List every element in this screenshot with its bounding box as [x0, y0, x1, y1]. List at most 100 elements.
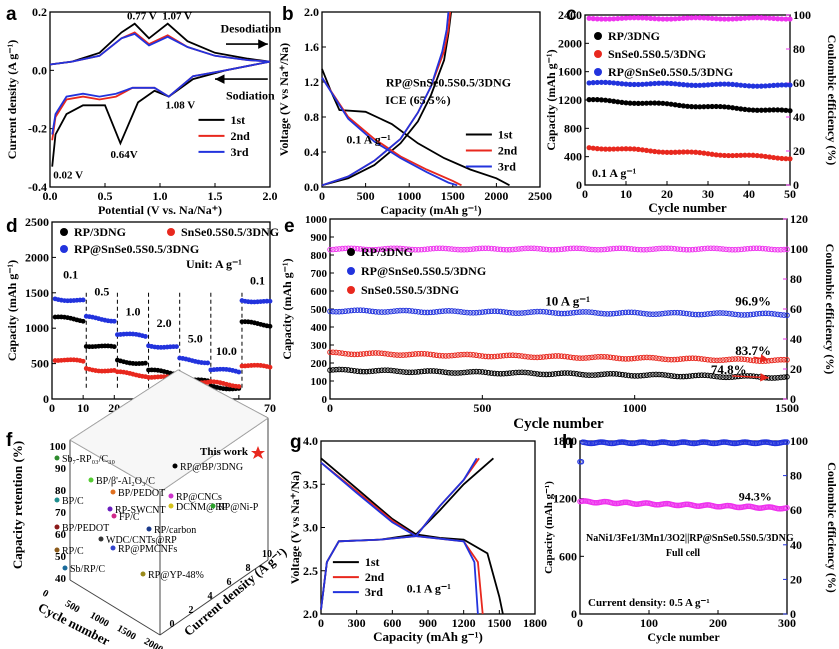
point-CE: [631, 15, 637, 21]
point-capacity: [784, 504, 790, 511]
point-CE: [442, 245, 449, 252]
point-RP@SnSe0.5S0.5/3DNG: [494, 308, 501, 315]
point-label: RP-SWCNT: [115, 505, 166, 516]
point-SnSe0.5S0.5/3DNG: [382, 350, 388, 357]
point-SnSe0.5S0.5/3DNG: [427, 351, 434, 358]
point-RP/3DNG: [615, 99, 621, 105]
point-CE: [616, 245, 623, 252]
point-CE: [672, 16, 678, 22]
point-RP/3DNG: [738, 106, 744, 112]
point-SnSe0.5S0.5/3DNG: [671, 356, 678, 363]
point-SnSe0.5S0.5/3DNG: [746, 152, 752, 158]
point-RP/3DNG: [570, 370, 577, 377]
data-point: [172, 463, 178, 469]
point-RP/3DNG: [601, 371, 608, 377]
point-RP/3DNG: [594, 97, 600, 103]
point-CE: [513, 246, 519, 253]
point-RP/3DNG: [586, 372, 592, 378]
y-tick-label: -0.4: [28, 180, 47, 194]
point-SnSe0.5S0.5/3DNG: [549, 353, 556, 359]
point-CE: [711, 245, 717, 252]
point-CE: [779, 16, 785, 22]
point-SnSe0.5S0.5/3DNG: [415, 350, 422, 357]
point-CE: [552, 246, 559, 253]
point-CE: [720, 246, 726, 252]
point-RP@SnSe0.5S0.5/3DNG: [449, 308, 455, 314]
point-RP@SnSe0.5S0.5/3DNG: [674, 309, 681, 316]
x-axis-title: Cycle number: [647, 630, 720, 644]
x-tick-label: 300: [348, 616, 366, 630]
point-RP@SnSe0.5S0.5/3DNG: [695, 311, 702, 318]
point-SnSe0.5S0.5/3DNG: [458, 351, 464, 358]
point-RP@SnSe0.5S0.5/3DNG: [684, 82, 691, 88]
point-RP/3DNG: [754, 107, 760, 113]
point-SnSe0.5S0.5/3DNG: [631, 355, 638, 362]
x-tick-label: 100: [640, 616, 658, 630]
point-CE: [664, 16, 670, 22]
current-label: Current density: 0.5 A g⁻¹: [588, 597, 710, 609]
point-SnSe0.5S0.5/3DNG: [689, 149, 695, 155]
point-CE: [573, 245, 580, 252]
y2-axis-title: Coulombic efficiency (%): [825, 35, 839, 166]
point-RP@SnSe0.5S0.5/3DNG: [615, 80, 621, 86]
point-RP@SnSe0.5S0.5/3DNG: [430, 309, 437, 315]
point-CE: [665, 245, 671, 252]
x-tick-label: 70: [264, 401, 276, 415]
point-RP@SnSe0.5S0.5/3DNG: [628, 309, 635, 316]
point-RP@SnSe0.5S0.5/3DNG: [348, 307, 355, 314]
point-CE: [400, 245, 406, 252]
y-tick-label: 2.0: [304, 5, 319, 19]
point-RP/3DNG: [427, 368, 434, 374]
point-CE: [601, 246, 608, 253]
x-tick-label: 1.0: [153, 189, 168, 203]
point-CE: [564, 245, 571, 252]
point-RP/3DNG: [452, 370, 458, 376]
point-SnSe0.5S0.5/3DNG: [598, 353, 604, 360]
y-tick-label: 8: [246, 563, 251, 574]
point-RP/3DNG: [552, 371, 559, 377]
point-SnSe0.5S0.5/3DNG: [442, 353, 449, 359]
point-RP@SnSe0.5S0.5/3DNG: [406, 307, 413, 314]
point-RP@SnSe0.5S0.5/3DNG: [330, 308, 336, 315]
y2-tick-label: 40: [790, 332, 802, 346]
point-RP/3DNG: [628, 372, 635, 379]
point-RP@SnSe0.5S0.5/3DNG: [781, 312, 787, 318]
point-CE: [677, 246, 684, 253]
current-label: 0.1 A g⁻¹: [407, 581, 452, 595]
y-tick-label: 1600: [558, 65, 582, 79]
point-SnSe0.5S0.5/3DNG: [695, 355, 702, 362]
point-SnSe0.5S0.5/3DNG: [680, 355, 687, 362]
point-SnSe0.5S0.5/3DNG: [485, 353, 492, 360]
point-RP@SnSe0.5S0.5/3DNG: [372, 308, 379, 315]
point-RP@SnSe0.5S0.5/3DNG: [613, 310, 620, 317]
point-CE: [467, 246, 473, 253]
point-CE: [516, 246, 522, 252]
point-SnSe0.5S0.5/3DNG: [677, 356, 684, 362]
point-SnSe0.5S0.5/3DNG: [652, 148, 658, 155]
point-CE: [525, 245, 531, 252]
point-RP@SnSe0.5S0.5/3DNG: [747, 311, 754, 318]
panel-letter: b: [282, 4, 294, 25]
point-RP/3DNG: [80, 318, 86, 324]
point-SnSe0.5S0.5/3DNG: [330, 349, 336, 356]
point-RP/3DNG: [711, 373, 717, 379]
retention-label: 83.7%: [735, 343, 771, 358]
point-RP/3DNG: [717, 374, 723, 380]
point-CE: [628, 246, 635, 252]
point-RP@SnSe0.5S0.5/3DNG: [394, 308, 400, 314]
point-SnSe0.5S0.5/3DNG: [656, 149, 662, 155]
point-SnSe0.5S0.5/3DNG: [647, 354, 653, 361]
point-SnSe0.5S0.5/3DNG: [534, 354, 540, 361]
point-RP/3DNG: [622, 372, 629, 378]
x-tick-label: 2500: [528, 189, 552, 203]
point-CE: [485, 245, 492, 252]
point-RP/3DNG: [635, 100, 641, 106]
point-CE: [583, 246, 589, 252]
point-SnSe0.5S0.5/3DNG: [543, 353, 550, 360]
point-RP@SnSe0.5S0.5/3DNG: [729, 311, 735, 317]
point-SnSe0.5S0.5/3DNG: [500, 352, 507, 359]
point-RP/3DNG: [672, 102, 678, 108]
point-CE: [734, 16, 740, 22]
point-RP/3DNG: [684, 103, 691, 109]
point-SnSe0.5S0.5/3DNG: [433, 352, 440, 359]
